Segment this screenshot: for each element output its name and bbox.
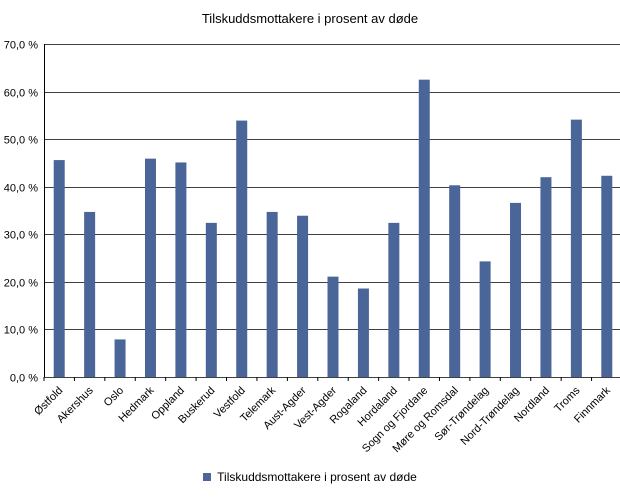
bar — [236, 120, 248, 377]
y-tick-label: 10,0 % — [4, 325, 38, 337]
bars — [53, 79, 613, 377]
y-tick-label: 50,0 % — [4, 135, 38, 147]
legend: Tilskuddsmottakere i prosent av døde — [0, 470, 620, 484]
bar — [266, 211, 278, 377]
bar — [479, 261, 491, 377]
y-tick-labels: 0,0 % 10,0 % 20,0 % 30,0 % 40,0 % 50,0 % 60,0 … — [4, 40, 38, 385]
y-tick-label: 60,0 % — [4, 88, 38, 100]
bar — [418, 79, 430, 377]
y-tick-label: 70,0 % — [4, 40, 38, 52]
bar — [510, 202, 522, 377]
bar — [175, 162, 187, 377]
bar — [388, 222, 400, 377]
legend-swatch — [203, 473, 212, 481]
bar — [205, 222, 217, 377]
bar — [449, 185, 461, 377]
y-tick-label: 30,0 % — [4, 230, 38, 242]
x-tick-label: Oslo — [102, 385, 126, 409]
bar — [114, 339, 126, 377]
y-tick-label: 0,0 % — [10, 373, 38, 385]
bar — [570, 119, 582, 377]
y-tick-label: 40,0 % — [4, 183, 38, 195]
bar — [540, 177, 552, 377]
bar — [297, 215, 309, 377]
bar — [84, 211, 96, 377]
legend-label: Tilskuddsmottakere i prosent av døde — [217, 470, 417, 484]
bar — [357, 288, 369, 377]
bar — [327, 276, 339, 377]
bar — [144, 158, 156, 377]
y-tick-label: 20,0 % — [4, 278, 38, 290]
bar — [53, 160, 65, 377]
chart-title: Tilskuddsmottakere i prosent av døde — [201, 11, 419, 26]
bar — [601, 175, 613, 377]
